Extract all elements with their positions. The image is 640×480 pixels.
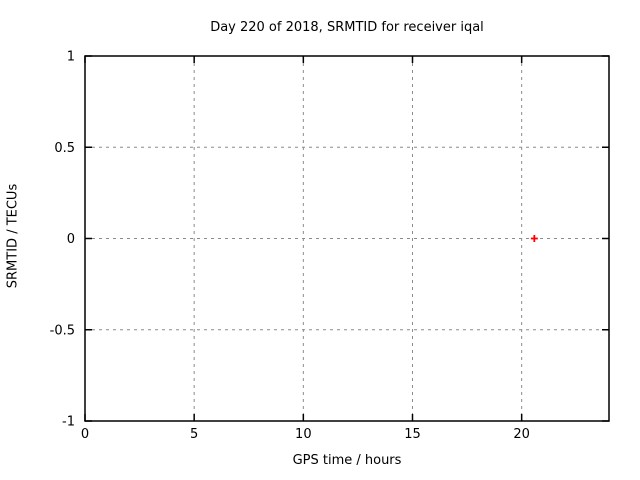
y-tick-label: 0 bbox=[67, 232, 75, 247]
chart-title: Day 220 of 2018, SRMTID for receiver iqa… bbox=[210, 20, 484, 35]
y-tick-label: -1 bbox=[62, 415, 75, 430]
x-tick-label: 10 bbox=[295, 427, 312, 442]
x-tick-label: 20 bbox=[513, 427, 530, 442]
y-tick-label: 1 bbox=[67, 50, 75, 65]
plot-border bbox=[84, 55, 610, 422]
x-axis-title: GPS time / hours bbox=[292, 453, 402, 468]
y-tick-label: 0.5 bbox=[54, 141, 75, 156]
x-tick-label: 5 bbox=[190, 427, 198, 442]
y-tick-label: -0.5 bbox=[50, 323, 75, 338]
x-tick-label: 0 bbox=[81, 427, 89, 442]
x-tick-label: 15 bbox=[404, 427, 421, 442]
